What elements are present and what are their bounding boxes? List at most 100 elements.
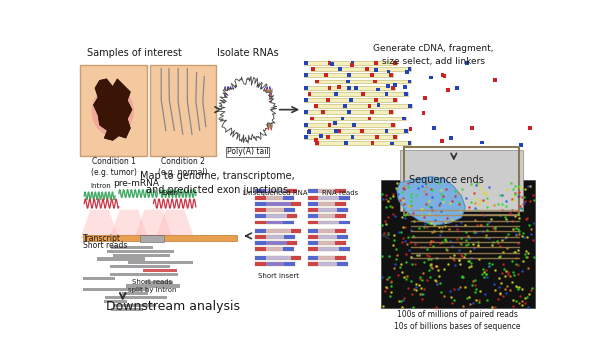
Bar (284, 208, 295, 212)
Bar (304, 73, 308, 77)
Bar (311, 67, 412, 71)
Bar (311, 67, 315, 71)
Bar (308, 214, 346, 218)
Bar (368, 104, 371, 108)
Bar (83, 288, 148, 291)
Bar (323, 73, 328, 77)
Text: pre-mRNA: pre-mRNA (113, 179, 160, 188)
Bar (337, 262, 347, 266)
Bar (520, 143, 523, 147)
Bar (304, 61, 397, 65)
Polygon shape (134, 210, 173, 238)
Bar (255, 247, 266, 251)
Bar (255, 256, 266, 260)
Bar (389, 73, 393, 77)
Bar (308, 229, 318, 233)
Bar (339, 247, 350, 251)
Bar (347, 73, 350, 77)
Bar (334, 92, 338, 96)
Bar (113, 304, 156, 307)
Bar (304, 86, 395, 90)
Bar (314, 104, 317, 108)
Polygon shape (80, 210, 119, 238)
Bar (315, 141, 412, 145)
Bar (314, 138, 317, 142)
Bar (346, 80, 350, 83)
Bar (347, 110, 350, 114)
Text: Condition 2
(e.g. normal): Condition 2 (e.g. normal) (158, 157, 208, 177)
Bar (255, 208, 266, 212)
Bar (308, 202, 318, 206)
Bar (403, 85, 407, 89)
Bar (99, 319, 139, 322)
Bar (304, 110, 308, 114)
Bar (308, 208, 318, 212)
Bar (142, 235, 164, 240)
Bar (347, 86, 351, 90)
Bar (335, 229, 346, 233)
Text: Downstream analysis: Downstream analysis (106, 300, 240, 313)
Text: Map to genome, transcriptome,
and predicted exon junctions: Map to genome, transcriptome, and predic… (140, 171, 295, 195)
Bar (355, 86, 358, 90)
Bar (402, 117, 406, 120)
Bar (308, 221, 318, 224)
Bar (386, 69, 391, 73)
Bar (393, 98, 397, 102)
Bar (304, 98, 397, 102)
Bar (304, 123, 395, 127)
Bar (308, 221, 350, 224)
Bar (407, 80, 412, 83)
Bar (350, 64, 354, 67)
Text: Short insert: Short insert (258, 273, 299, 279)
Bar (337, 85, 341, 89)
Bar (375, 135, 379, 139)
Bar (255, 196, 266, 200)
Bar (422, 111, 425, 114)
Bar (283, 221, 293, 224)
Bar (255, 229, 266, 233)
Bar (319, 134, 323, 138)
Bar (407, 141, 412, 145)
Bar (449, 136, 453, 140)
Bar (314, 104, 412, 108)
Bar (255, 262, 266, 266)
Bar (308, 235, 318, 239)
Bar (110, 273, 178, 276)
Bar (315, 80, 412, 83)
Bar (149, 65, 216, 156)
Bar (326, 98, 330, 102)
Bar (255, 235, 266, 239)
Bar (335, 214, 346, 218)
Bar (315, 141, 319, 145)
Bar (255, 241, 266, 245)
Bar (446, 88, 450, 92)
Bar (365, 67, 369, 71)
Bar (308, 241, 346, 245)
Polygon shape (110, 210, 148, 238)
Bar (326, 135, 330, 139)
Bar (373, 80, 377, 83)
Bar (255, 214, 298, 218)
Bar (304, 123, 308, 127)
Bar (290, 229, 301, 233)
Bar (335, 241, 346, 245)
Bar (308, 262, 347, 266)
Bar (370, 110, 374, 114)
Bar (352, 123, 356, 127)
Bar (308, 247, 350, 251)
Text: RNA reads: RNA reads (322, 190, 358, 196)
Bar (404, 147, 519, 215)
Bar (129, 311, 154, 314)
Bar (337, 208, 347, 212)
Bar (349, 98, 353, 102)
Bar (255, 247, 293, 251)
Bar (287, 214, 298, 218)
Bar (385, 129, 388, 133)
Text: Isolate RNAs: Isolate RNAs (217, 48, 278, 58)
Bar (393, 61, 397, 65)
Bar (310, 117, 314, 120)
Bar (368, 117, 371, 120)
Bar (350, 61, 355, 65)
Bar (255, 221, 266, 224)
Bar (322, 110, 325, 114)
